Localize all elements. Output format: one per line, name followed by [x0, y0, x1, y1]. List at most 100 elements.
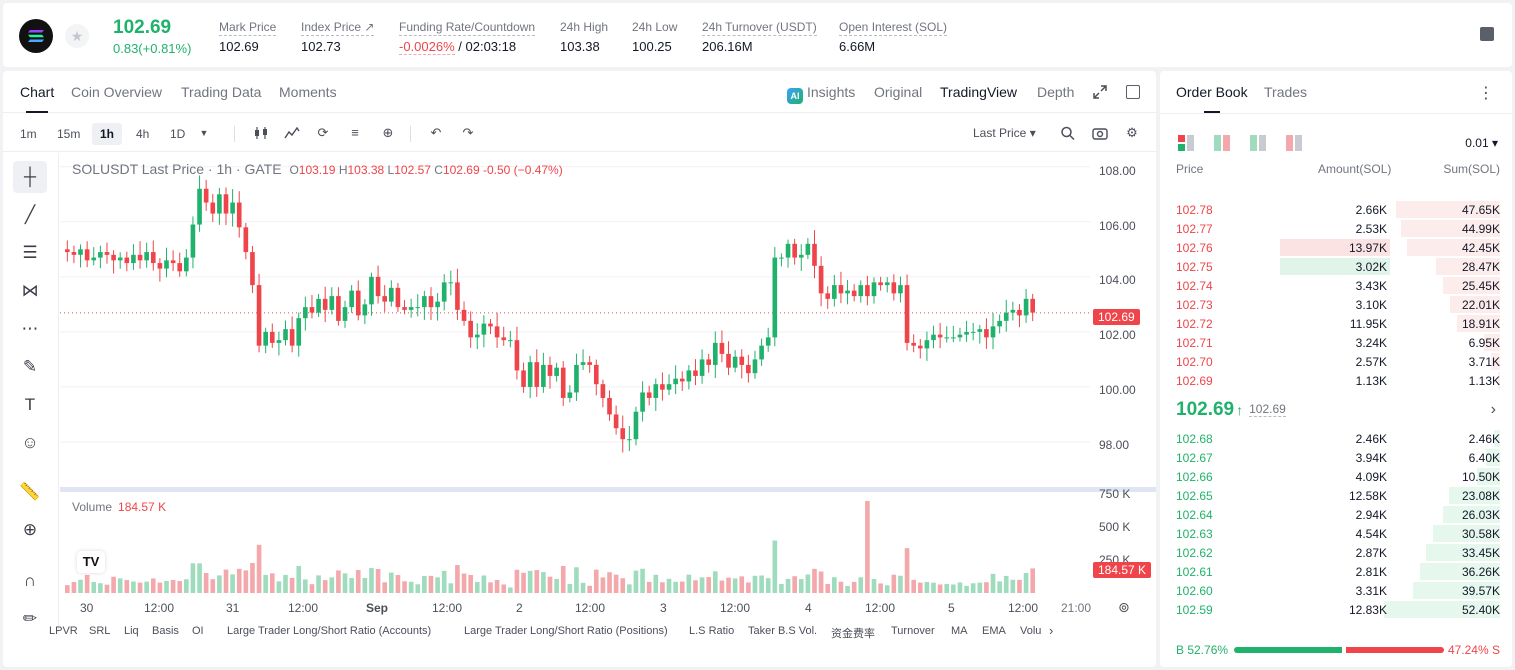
indicator-turnover[interactable]: Turnover — [891, 625, 935, 637]
favorite-star-icon[interactable]: ★ — [65, 24, 89, 48]
ruler-icon[interactable]: 📏 — [19, 482, 41, 501]
volume-bar — [283, 574, 288, 593]
brush-icon[interactable]: ✎ — [22, 357, 38, 376]
redo-icon[interactable]: ↷ — [462, 125, 474, 140]
indicator-ls-ratio[interactable]: L.S Ratio — [689, 625, 735, 637]
indicator-ema[interactable]: EMA — [982, 625, 1006, 637]
tab-moments[interactable]: Moments — [279, 84, 337, 100]
chevron-right-icon[interactable]: › — [1490, 401, 1496, 418]
indicator-srl[interactable]: SRL — [89, 625, 111, 637]
ask-row[interactable]: 102.74 3.43K 25.45K — [1160, 276, 1512, 295]
view-tradingview[interactable]: TradingView — [940, 84, 1018, 100]
mark-price-stat[interactable]: Mark Price 102.69 — [219, 18, 277, 54]
timeframe-1d[interactable]: 1D — [170, 127, 186, 141]
indicator-funding-rate[interactable]: 资金费率 — [831, 628, 875, 640]
tab-order-book[interactable]: Order Book — [1176, 84, 1248, 113]
indicator-lt-accounts[interactable]: Large Trader Long/Short Ratio (Accounts) — [227, 625, 432, 637]
indicator-ma[interactable]: MA — [951, 625, 968, 637]
bid-row[interactable]: 102.62 2.87K 33.45K — [1160, 543, 1512, 562]
timeframe-1h[interactable]: 1h — [92, 123, 123, 145]
indicator-volume[interactable]: Volu — [1020, 625, 1042, 637]
templates-icon[interactable]: ≡ — [351, 125, 359, 140]
row-amount: 2.81K — [1355, 565, 1387, 579]
view-asks-icon[interactable] — [1286, 135, 1302, 151]
text-tool-icon[interactable]: T — [24, 395, 36, 414]
indicators-icon[interactable] — [284, 126, 300, 140]
expand-icon[interactable] — [1093, 85, 1107, 99]
view-original[interactable]: Original — [874, 84, 923, 100]
bid-row[interactable]: 102.68 2.46K 2.46K — [1160, 429, 1512, 448]
chart-area[interactable]: SOLUSDT Last Price · 1h · GATE O103.19 H… — [60, 153, 1156, 633]
ask-row[interactable]: 102.76 13.97K 42.45K — [1160, 238, 1512, 257]
compare-icon[interactable]: ⟳ — [317, 125, 329, 140]
ask-row[interactable]: 102.69 1.13K 1.13K — [1160, 371, 1512, 390]
view-depth[interactable]: Depth — [1037, 84, 1075, 100]
guide-book-icon[interactable] — [1480, 27, 1494, 41]
tab-chart[interactable]: Chart — [20, 84, 55, 113]
volume-bar — [679, 581, 685, 593]
ask-row[interactable]: 102.73 3.10K 22.01K — [1160, 295, 1512, 314]
timeframe-1m[interactable]: 1m — [20, 127, 37, 141]
more-options-icon[interactable]: ⋮ — [1478, 85, 1494, 102]
tab-coin-overview[interactable]: Coin Overview — [71, 84, 163, 100]
indicator-lpvr[interactable]: LPVR — [49, 625, 78, 637]
indicator-next-icon[interactable]: › — [1049, 623, 1054, 638]
ask-row[interactable]: 102.71 3.24K 6.95K — [1160, 333, 1512, 352]
view-bids-icon[interactable] — [1250, 135, 1266, 151]
timeframe-15m[interactable]: 15m — [57, 127, 81, 141]
crosshair-icon[interactable]: ┼ — [13, 161, 47, 193]
fib-retracement-icon[interactable]: ⋯ — [21, 319, 39, 338]
indicator-oi[interactable]: OI — [192, 625, 204, 637]
candle-body — [686, 370, 692, 382]
funding-rate-stat[interactable]: Funding Rate/Countdown -0.0026% / 02:03:… — [399, 18, 536, 55]
settings-gear-icon[interactable]: ⚙ — [1126, 125, 1138, 140]
bid-row[interactable]: 102.66 4.09K 10.50K — [1160, 467, 1512, 486]
ask-row[interactable]: 102.78 2.66K 47.65K — [1160, 200, 1512, 219]
price-source-select[interactable]: Last Price ▾ — [973, 126, 1036, 140]
zoom-in-icon[interactable]: ⊕ — [22, 520, 38, 539]
bid-row[interactable]: 102.59 12.83K 52.40K — [1160, 600, 1512, 619]
bid-row[interactable]: 102.60 3.31K 39.57K — [1160, 581, 1512, 600]
precision-select[interactable]: 0.01 ▾ — [1465, 136, 1498, 150]
view-both-icon[interactable] — [1178, 135, 1194, 151]
trendline-icon[interactable]: ╱ — [24, 205, 36, 224]
timeframe-dropdown-icon[interactable]: ▼ — [199, 128, 209, 138]
emoji-icon[interactable]: ☺ — [21, 433, 39, 452]
alert-add-icon[interactable]: ⊕ — [382, 125, 394, 140]
bid-row[interactable]: 102.67 3.94K 6.40K — [1160, 448, 1512, 467]
horizontal-lines-icon[interactable]: ☰ — [22, 243, 38, 262]
bid-row[interactable]: 102.61 2.81K 36.26K — [1160, 562, 1512, 581]
index-price-stat[interactable]: Index Price ↗ 102.73 — [301, 18, 375, 54]
candle-body — [170, 260, 176, 264]
indicator-basis[interactable]: Basis — [152, 625, 179, 637]
indicator-liq[interactable]: Liq — [124, 625, 139, 637]
insights-button[interactable]: AI Insights — [787, 84, 855, 104]
fullscreen-icon[interactable] — [1126, 85, 1140, 99]
ask-row[interactable]: 102.70 2.57K 3.71K — [1160, 352, 1512, 371]
ask-row[interactable]: 102.75 3.02K 28.47K — [1160, 257, 1512, 276]
ask-row[interactable]: 102.72 11.95K 18.91K — [1160, 314, 1512, 333]
camera-icon[interactable] — [1092, 126, 1108, 140]
pattern-icon[interactable]: ⋈ — [21, 281, 39, 300]
search-icon[interactable] — [1060, 126, 1076, 140]
bid-row[interactable]: 102.63 4.54K 30.58K — [1160, 524, 1512, 543]
candle-type-icon[interactable] — [253, 126, 269, 140]
ask-row[interactable]: 102.77 2.53K 44.99K — [1160, 219, 1512, 238]
view-bids-only-icon[interactable] — [1214, 135, 1230, 151]
axis-settings-icon[interactable]: ⊚ — [1118, 599, 1130, 615]
timeframe-4h[interactable]: 4h — [136, 127, 150, 141]
tab-trades[interactable]: Trades — [1264, 84, 1308, 100]
tradingview-logo[interactable]: TV — [77, 551, 105, 573]
bid-row[interactable]: 102.64 2.94K 26.03K — [1160, 505, 1512, 524]
indicator-taker-vol[interactable]: Taker B.S Vol. — [748, 625, 818, 637]
indicator-lt-positions[interactable]: Large Trader Long/Short Ratio (Positions… — [464, 625, 668, 637]
volume-bar — [686, 574, 692, 593]
magnet-icon[interactable]: ∩ — [23, 571, 37, 590]
bid-row[interactable]: 102.65 12.58K 23.08K — [1160, 486, 1512, 505]
pencil-icon[interactable]: ✏ — [22, 609, 38, 628]
row-amount: 3.10K — [1355, 298, 1387, 312]
candle-body — [474, 334, 480, 338]
undo-icon[interactable]: ↶ — [430, 125, 442, 140]
volume-bar — [884, 585, 890, 593]
tab-trading-data[interactable]: Trading Data — [181, 84, 262, 100]
